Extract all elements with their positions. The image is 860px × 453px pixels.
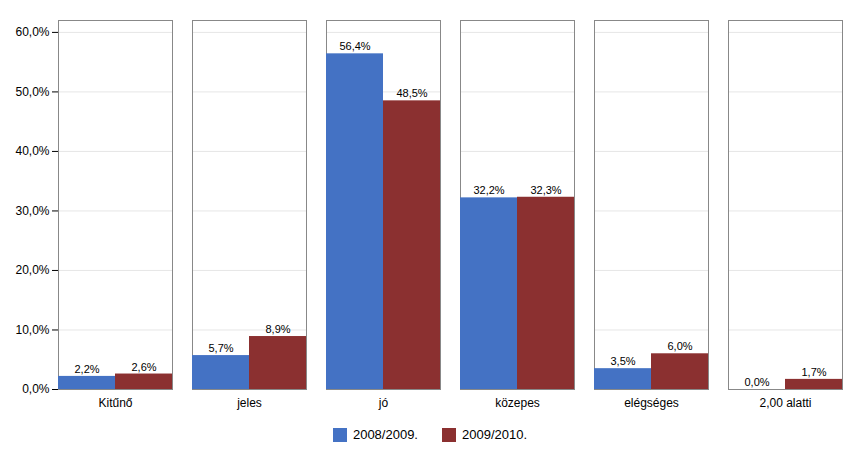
svg-text:1,7%: 1,7% (801, 366, 826, 378)
svg-text:48,5%: 48,5% (396, 87, 427, 99)
svg-text:2,00 alatti: 2,00 alatti (759, 396, 811, 410)
svg-text:3,5%: 3,5% (610, 355, 635, 367)
svg-text:32,2%: 32,2% (473, 184, 504, 196)
svg-text:32,3%: 32,3% (530, 184, 561, 196)
svg-text:30,0%: 30,0% (15, 204, 49, 218)
svg-text:40,0%: 40,0% (15, 144, 49, 158)
svg-text:jó: jó (378, 396, 389, 410)
svg-text:2,6%: 2,6% (131, 361, 156, 373)
svg-text:5,7%: 5,7% (208, 342, 233, 354)
svg-text:Kitűnő: Kitűnő (98, 396, 132, 410)
svg-text:0,0%: 0,0% (744, 376, 769, 388)
svg-text:10,0%: 10,0% (15, 323, 49, 337)
svg-text:közepes: közepes (495, 396, 540, 410)
svg-text:6,0%: 6,0% (667, 340, 692, 352)
svg-text:50,0%: 50,0% (15, 85, 49, 99)
svg-text:0,0%: 0,0% (22, 382, 50, 396)
html-text:2008/2009.: 2008/2009. (352, 427, 418, 442)
svg-text:20,0%: 20,0% (15, 263, 49, 277)
svg-text:2,2%: 2,2% (74, 363, 99, 375)
svg-text:60,0%: 60,0% (15, 25, 49, 39)
svg-text:elégséges: elégséges (624, 396, 679, 410)
svg-text:56,4%: 56,4% (339, 40, 370, 52)
svg-text:jeles: jeles (236, 396, 262, 410)
svg-text:8,9%: 8,9% (265, 323, 290, 335)
html-text:2009/2010.: 2009/2010. (462, 427, 528, 442)
